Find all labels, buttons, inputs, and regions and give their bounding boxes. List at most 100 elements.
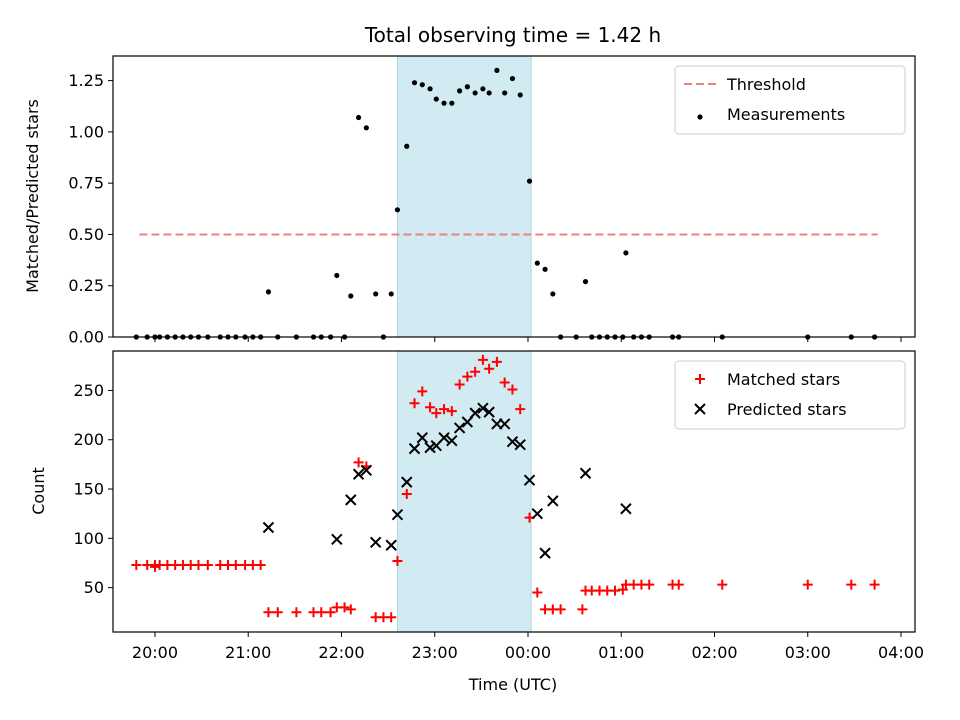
x-tick-label: 20:00 <box>132 643 178 662</box>
matched-star-point <box>846 579 857 590</box>
x-tick-label: 01:00 <box>598 643 644 662</box>
measurement-point <box>334 272 340 279</box>
predicted-star-point <box>385 539 397 551</box>
matched-star-point <box>499 377 510 388</box>
matched-star-point <box>491 356 502 367</box>
predicted-star-point <box>477 402 489 414</box>
legend-measurement-handle <box>697 114 703 120</box>
x-tick-label: 04:00 <box>878 643 924 662</box>
predicted-star-point <box>408 442 421 455</box>
y-tick-label: 0.00 <box>68 328 104 347</box>
matched-star-point <box>802 579 813 590</box>
legend-box <box>674 360 906 430</box>
measurement-point <box>464 84 470 90</box>
predicted-star-point <box>446 435 458 447</box>
measurement-point <box>348 293 354 299</box>
shaded-region <box>397 351 532 632</box>
x-tick-label: 22:00 <box>318 643 364 662</box>
x-axis-label: Time (UTC) <box>468 675 557 694</box>
predicted-star-point <box>424 441 436 454</box>
predicted-star-point <box>514 438 526 451</box>
predicted-star-point <box>469 407 481 419</box>
plot-frame <box>112 350 916 633</box>
legend-box <box>674 65 906 135</box>
matched-star-point <box>353 457 364 468</box>
top-panel: 0.00 0.25 0.50 0.75 1.00 1.25 Threshold Measure… <box>68 55 916 347</box>
measurement-point <box>502 90 508 96</box>
predicted-star-point <box>416 432 429 444</box>
predicted-star-point <box>523 474 536 486</box>
measurement-point <box>441 100 447 106</box>
shaded-region <box>397 56 532 337</box>
matched-star-point <box>484 363 495 374</box>
measurement-point <box>517 92 523 98</box>
matched-star-point <box>392 556 403 567</box>
bottom-panel: 50 100 150 200 250 20:00 21:00 22:00 23:00 00:00 0… <box>73 350 924 662</box>
matched-star-point <box>673 579 684 590</box>
matched-star-point <box>409 398 420 409</box>
measurement-point <box>427 86 433 92</box>
predicted-star-point <box>345 494 357 506</box>
y-tick-label: 0.50 <box>68 225 104 244</box>
measurement-point <box>411 80 418 86</box>
plot-frame <box>112 55 916 338</box>
predicted-star-point <box>547 495 559 507</box>
measurement-point <box>373 291 379 297</box>
predicted-star-point <box>438 432 450 444</box>
y-tick-label: 1.25 <box>68 71 104 90</box>
measurement-point <box>394 207 401 213</box>
chart-title: Total observing time = 1.42 h <box>364 23 661 47</box>
measurement-point <box>404 143 410 149</box>
measurement-point <box>582 279 589 285</box>
predicted-star-point <box>579 467 592 479</box>
matched-star-point <box>477 354 488 365</box>
matched-star-point <box>515 404 526 415</box>
legend-predicted-handle <box>694 403 706 415</box>
predicted-star-point <box>539 547 551 559</box>
matched-star-point <box>454 379 465 390</box>
legend-label: Measurements <box>727 105 845 124</box>
measurement-point <box>494 67 500 73</box>
predicted-star-point <box>483 406 495 418</box>
matched-star-point <box>425 402 436 413</box>
x-tick-label: 23:00 <box>412 643 458 662</box>
matched-star-point <box>202 559 213 570</box>
x-tick-label: 03:00 <box>785 643 831 662</box>
measurement-point <box>419 82 425 88</box>
predicted-star-point <box>360 464 373 477</box>
matched-star-point <box>431 408 442 419</box>
measurement-point <box>534 260 540 266</box>
legend-label: Matched stars <box>727 370 840 389</box>
legend: Threshold Measurements <box>674 65 906 135</box>
matched-star-point <box>272 607 283 618</box>
matched-star-point <box>386 612 397 623</box>
matched-star-point <box>507 384 518 395</box>
measurement-point <box>449 100 455 106</box>
matched-star-point <box>577 604 588 615</box>
matched-star-point <box>316 607 327 618</box>
predicted-star-point <box>262 521 275 534</box>
matched-star-point <box>291 607 302 618</box>
matched-star-point <box>149 561 160 572</box>
y-tick-label: 100 <box>73 529 104 548</box>
y-tick-label: 0.75 <box>68 174 104 193</box>
measurement-point <box>363 125 369 131</box>
matched-star-point <box>644 579 655 590</box>
y-tick-label: 50 <box>84 578 104 597</box>
legend: Matched stars Predicted stars <box>674 360 906 430</box>
measurement-point <box>623 250 629 256</box>
predicted-star-point <box>531 507 544 520</box>
matched-star-point <box>131 559 142 570</box>
matched-star-point <box>263 607 274 618</box>
measurement-point <box>355 114 362 121</box>
matched-star-point <box>417 386 428 397</box>
predicted-star-point <box>498 418 511 430</box>
legend-label: Predicted stars <box>727 400 847 419</box>
matched-star-point <box>555 604 566 615</box>
y-tick-label: 250 <box>73 381 104 400</box>
measurement-point <box>509 75 516 82</box>
matched-star-point <box>439 404 450 415</box>
matched-star-point <box>230 559 241 570</box>
predicted-star-point <box>453 422 466 434</box>
